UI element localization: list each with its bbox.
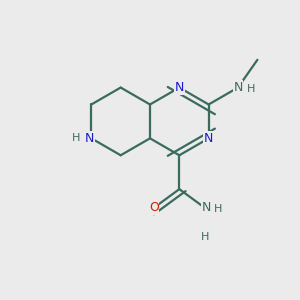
Text: H: H <box>214 204 222 214</box>
Text: H: H <box>247 84 255 94</box>
Text: N: N <box>233 81 243 94</box>
Text: O: O <box>149 201 159 214</box>
Text: H: H <box>200 232 209 242</box>
Text: N: N <box>175 81 184 94</box>
Text: N: N <box>85 132 94 145</box>
Text: N: N <box>202 201 211 214</box>
Text: H: H <box>72 133 80 143</box>
Text: N: N <box>204 132 213 145</box>
